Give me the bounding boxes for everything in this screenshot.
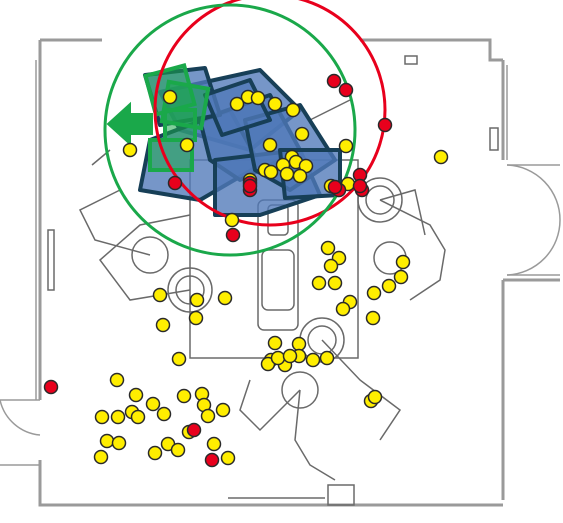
- yellow-marker: [171, 351, 187, 367]
- wall-fixture: [404, 55, 418, 65]
- yellow-marker: [94, 409, 110, 425]
- table-body: [261, 249, 295, 311]
- equipment-arm-s2: [281, 371, 319, 409]
- yellow-marker: [393, 269, 409, 285]
- yellow-marker: [145, 396, 161, 412]
- yellow-marker: [130, 409, 146, 425]
- left-arrow-icon: [106, 101, 153, 147]
- yellow-marker: [179, 137, 195, 153]
- door-right-top-swing: [506, 164, 561, 221]
- yellow-marker: [224, 212, 240, 228]
- yellow-marker: [366, 285, 382, 301]
- yellow-marker: [128, 387, 144, 403]
- yellow-marker: [176, 388, 192, 404]
- yellow-marker: [319, 350, 335, 366]
- arm-link-w: [98, 214, 191, 301]
- equipment-arm-w2: [131, 236, 169, 274]
- yellow-marker: [267, 96, 283, 112]
- arm-link-s-2: [239, 379, 301, 432]
- yellow-marker: [110, 409, 126, 425]
- yellow-marker: [215, 402, 231, 418]
- yellow-marker: [335, 301, 351, 317]
- red-marker: [242, 178, 258, 194]
- red-marker: [186, 422, 202, 438]
- yellow-marker: [156, 406, 172, 422]
- yellow-marker: [323, 258, 339, 274]
- yellow-marker: [155, 317, 171, 333]
- green-square-4: [163, 108, 197, 142]
- yellow-marker: [433, 149, 449, 165]
- yellow-marker: [189, 292, 205, 308]
- yellow-marker: [381, 278, 397, 294]
- yellow-marker: [99, 433, 115, 449]
- yellow-marker: [93, 449, 109, 465]
- yellow-marker: [188, 310, 204, 326]
- yellow-marker: [311, 275, 327, 291]
- yellow-marker: [270, 350, 286, 366]
- markers-layer: [43, 73, 449, 468]
- wall-top-right: [360, 38, 503, 62]
- yellow-marker: [152, 287, 168, 303]
- yellow-marker: [229, 96, 245, 112]
- red-marker: [352, 178, 368, 194]
- yellow-marker: [206, 436, 222, 452]
- yellow-marker: [305, 352, 321, 368]
- yellow-marker: [122, 142, 138, 158]
- yellow-marker: [282, 348, 298, 364]
- yellow-marker: [267, 335, 283, 351]
- red-marker: [327, 179, 343, 195]
- wall-panel-left: [47, 229, 55, 291]
- yellow-marker: [170, 442, 186, 458]
- arm-link-s: [321, 339, 402, 441]
- yellow-marker: [217, 290, 233, 306]
- red-circle: [153, 0, 387, 227]
- yellow-marker: [279, 166, 295, 182]
- equipment-arm-ne-inner: [365, 185, 395, 215]
- yellow-marker: [320, 240, 336, 256]
- yellow-marker: [162, 89, 178, 105]
- yellow-marker: [327, 275, 343, 291]
- yellow-marker: [395, 254, 411, 270]
- yellow-marker: [200, 408, 216, 424]
- green-circle: [103, 3, 357, 257]
- floor-device: [327, 484, 355, 506]
- yellow-marker: [367, 389, 383, 405]
- yellow-marker: [111, 435, 127, 451]
- wall-panel: [489, 127, 499, 151]
- equipment-arm-w: [167, 267, 213, 313]
- yellow-marker: [263, 164, 279, 180]
- arm-link-ne-2: [379, 189, 426, 236]
- door-left-swing: [0, 399, 41, 436]
- yellow-marker: [338, 138, 354, 154]
- equipment-arm-w-inner: [175, 275, 205, 305]
- arm-link-ne: [379, 199, 446, 301]
- equipment-arm-ne: [357, 177, 403, 223]
- red-marker: [204, 452, 220, 468]
- yellow-marker: [250, 90, 266, 106]
- yellow-marker: [365, 310, 381, 326]
- yellow-marker: [285, 102, 301, 118]
- red-marker: [377, 117, 393, 133]
- red-marker: [167, 175, 183, 191]
- doors: [0, 164, 561, 466]
- yellow-marker: [262, 137, 278, 153]
- red-marker: [326, 73, 342, 89]
- yellow-marker: [294, 126, 310, 142]
- door-right-bottom-swing: [506, 219, 561, 276]
- yellow-marker: [292, 168, 308, 184]
- arm-link-n: [309, 99, 351, 121]
- red-marker: [225, 227, 241, 243]
- red-marker: [338, 82, 354, 98]
- yellow-marker: [147, 445, 163, 461]
- yellow-marker: [291, 336, 307, 352]
- arm-link-w-2: [78, 189, 151, 256]
- yellow-marker: [220, 450, 236, 466]
- yellow-marker: [109, 372, 125, 388]
- red-marker: [43, 379, 59, 395]
- arm-link-s-3: [294, 389, 336, 481]
